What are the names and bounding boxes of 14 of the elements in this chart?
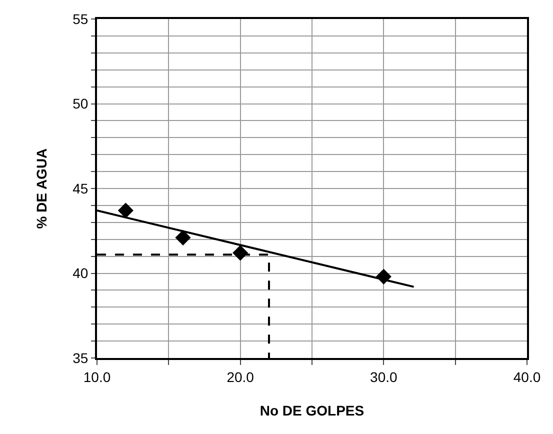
x-tick-label: 20.0 — [226, 368, 254, 385]
x-tick-label: 10.0 — [83, 368, 111, 385]
x-axis-title: No DE GOLPES — [260, 402, 364, 419]
y-tick-label: 35 — [72, 350, 88, 366]
point — [232, 245, 248, 261]
y-tick-label: 45 — [72, 180, 88, 196]
y-axis-title: % DE AGUA — [34, 148, 50, 229]
point — [118, 202, 134, 218]
y-tick-label: 50 — [72, 96, 88, 112]
x-tick-label: 30.0 — [370, 368, 398, 385]
y-tick-label: 55 — [72, 10, 88, 27]
y-tick-label: 40 — [72, 265, 88, 282]
x-tick-label: 40.0 — [513, 368, 541, 385]
point — [175, 230, 191, 246]
